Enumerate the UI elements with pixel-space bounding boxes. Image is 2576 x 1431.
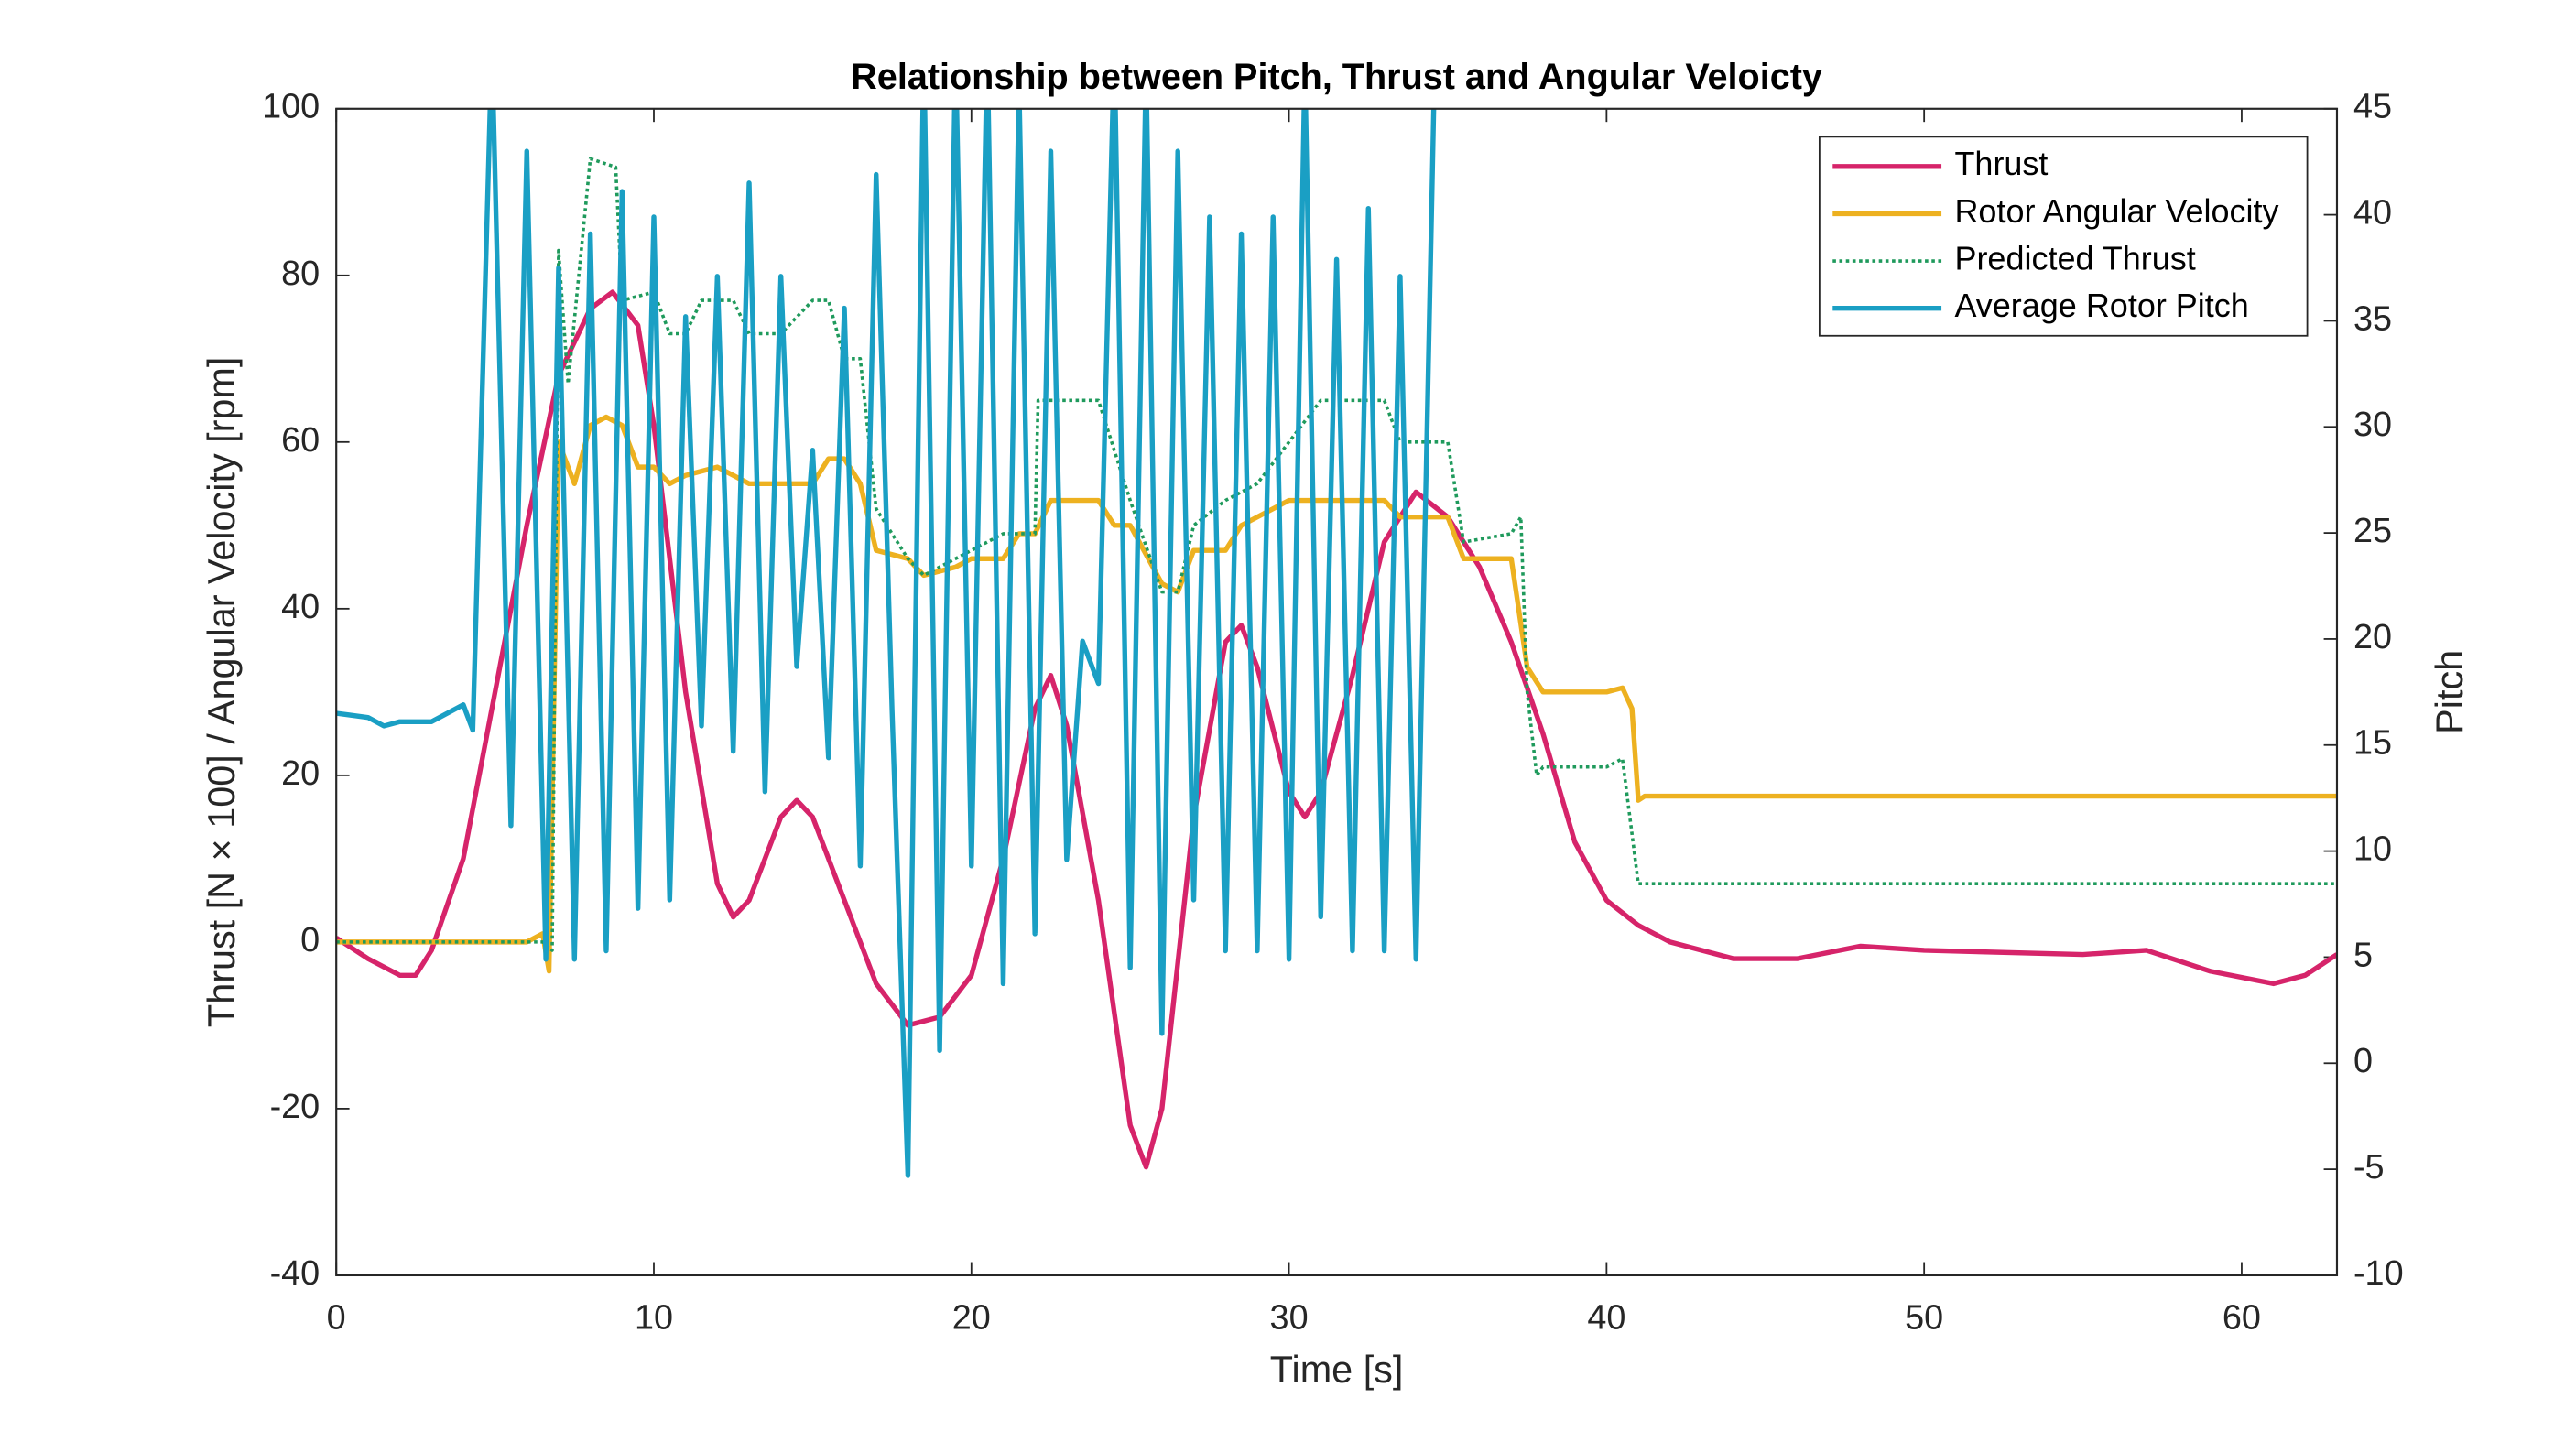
y-tick-label: 100	[262, 88, 320, 126]
y2-tick-label: 20	[2353, 618, 2392, 656]
y-tick-label: -20	[270, 1088, 321, 1126]
y2-tick-label: -10	[2353, 1254, 2404, 1293]
y2-tick-label: 5	[2353, 936, 2373, 974]
axes-box	[335, 107, 2339, 1277]
series-line	[336, 289, 2337, 1170]
chart-title: Relationship between Pitch, Thrust and A…	[851, 57, 1822, 97]
y-tick-label: -40	[270, 1254, 321, 1293]
legend-label: Thrust	[1954, 145, 2048, 182]
legend-label: Average Rotor Pitch	[1954, 287, 2248, 324]
series-line	[336, 108, 1437, 1178]
y-axis-label: Thrust [N × 100] / Angular Velocity [rpm…	[201, 357, 243, 1027]
legend-box	[1818, 136, 2309, 337]
y2-tick-label: 35	[2353, 299, 2392, 338]
legend-label: Predicted Thrust	[1954, 240, 2195, 277]
x-tick-label: 30	[1270, 1299, 1309, 1338]
y2-tick-label: 15	[2353, 724, 2392, 763]
x-tick-label: 0	[327, 1299, 346, 1338]
y2-tick-label: 40	[2353, 194, 2392, 233]
y-tick-label: 80	[281, 255, 320, 293]
y-tick-label: 60	[281, 421, 320, 460]
y2-axis-label: Pitch	[2429, 650, 2471, 734]
y2-tick-label: 10	[2353, 830, 2392, 869]
plot-lines	[336, 108, 2337, 1178]
x-tick-label: 10	[635, 1299, 673, 1338]
series-line	[336, 157, 2337, 952]
y-tick-label: 0	[300, 921, 320, 959]
y2-tick-label: 0	[2353, 1042, 2373, 1080]
y-tick-label: 40	[281, 588, 320, 626]
legend-label: Rotor Angular Velocity	[1954, 192, 2278, 230]
y2-tick-label: -5	[2353, 1148, 2385, 1187]
x-tick-label: 40	[1587, 1299, 1625, 1338]
x-axis-label: Time [s]	[1270, 1349, 1404, 1391]
y2-tick-label: 25	[2353, 512, 2392, 550]
x-tick-label: 50	[1905, 1299, 1943, 1338]
x-tick-label: 20	[952, 1299, 991, 1338]
x-tick-label: 60	[2223, 1299, 2261, 1338]
y2-tick-label: 45	[2353, 88, 2392, 126]
y2-tick-label: 30	[2353, 406, 2392, 444]
y-tick-label: 20	[281, 754, 320, 793]
